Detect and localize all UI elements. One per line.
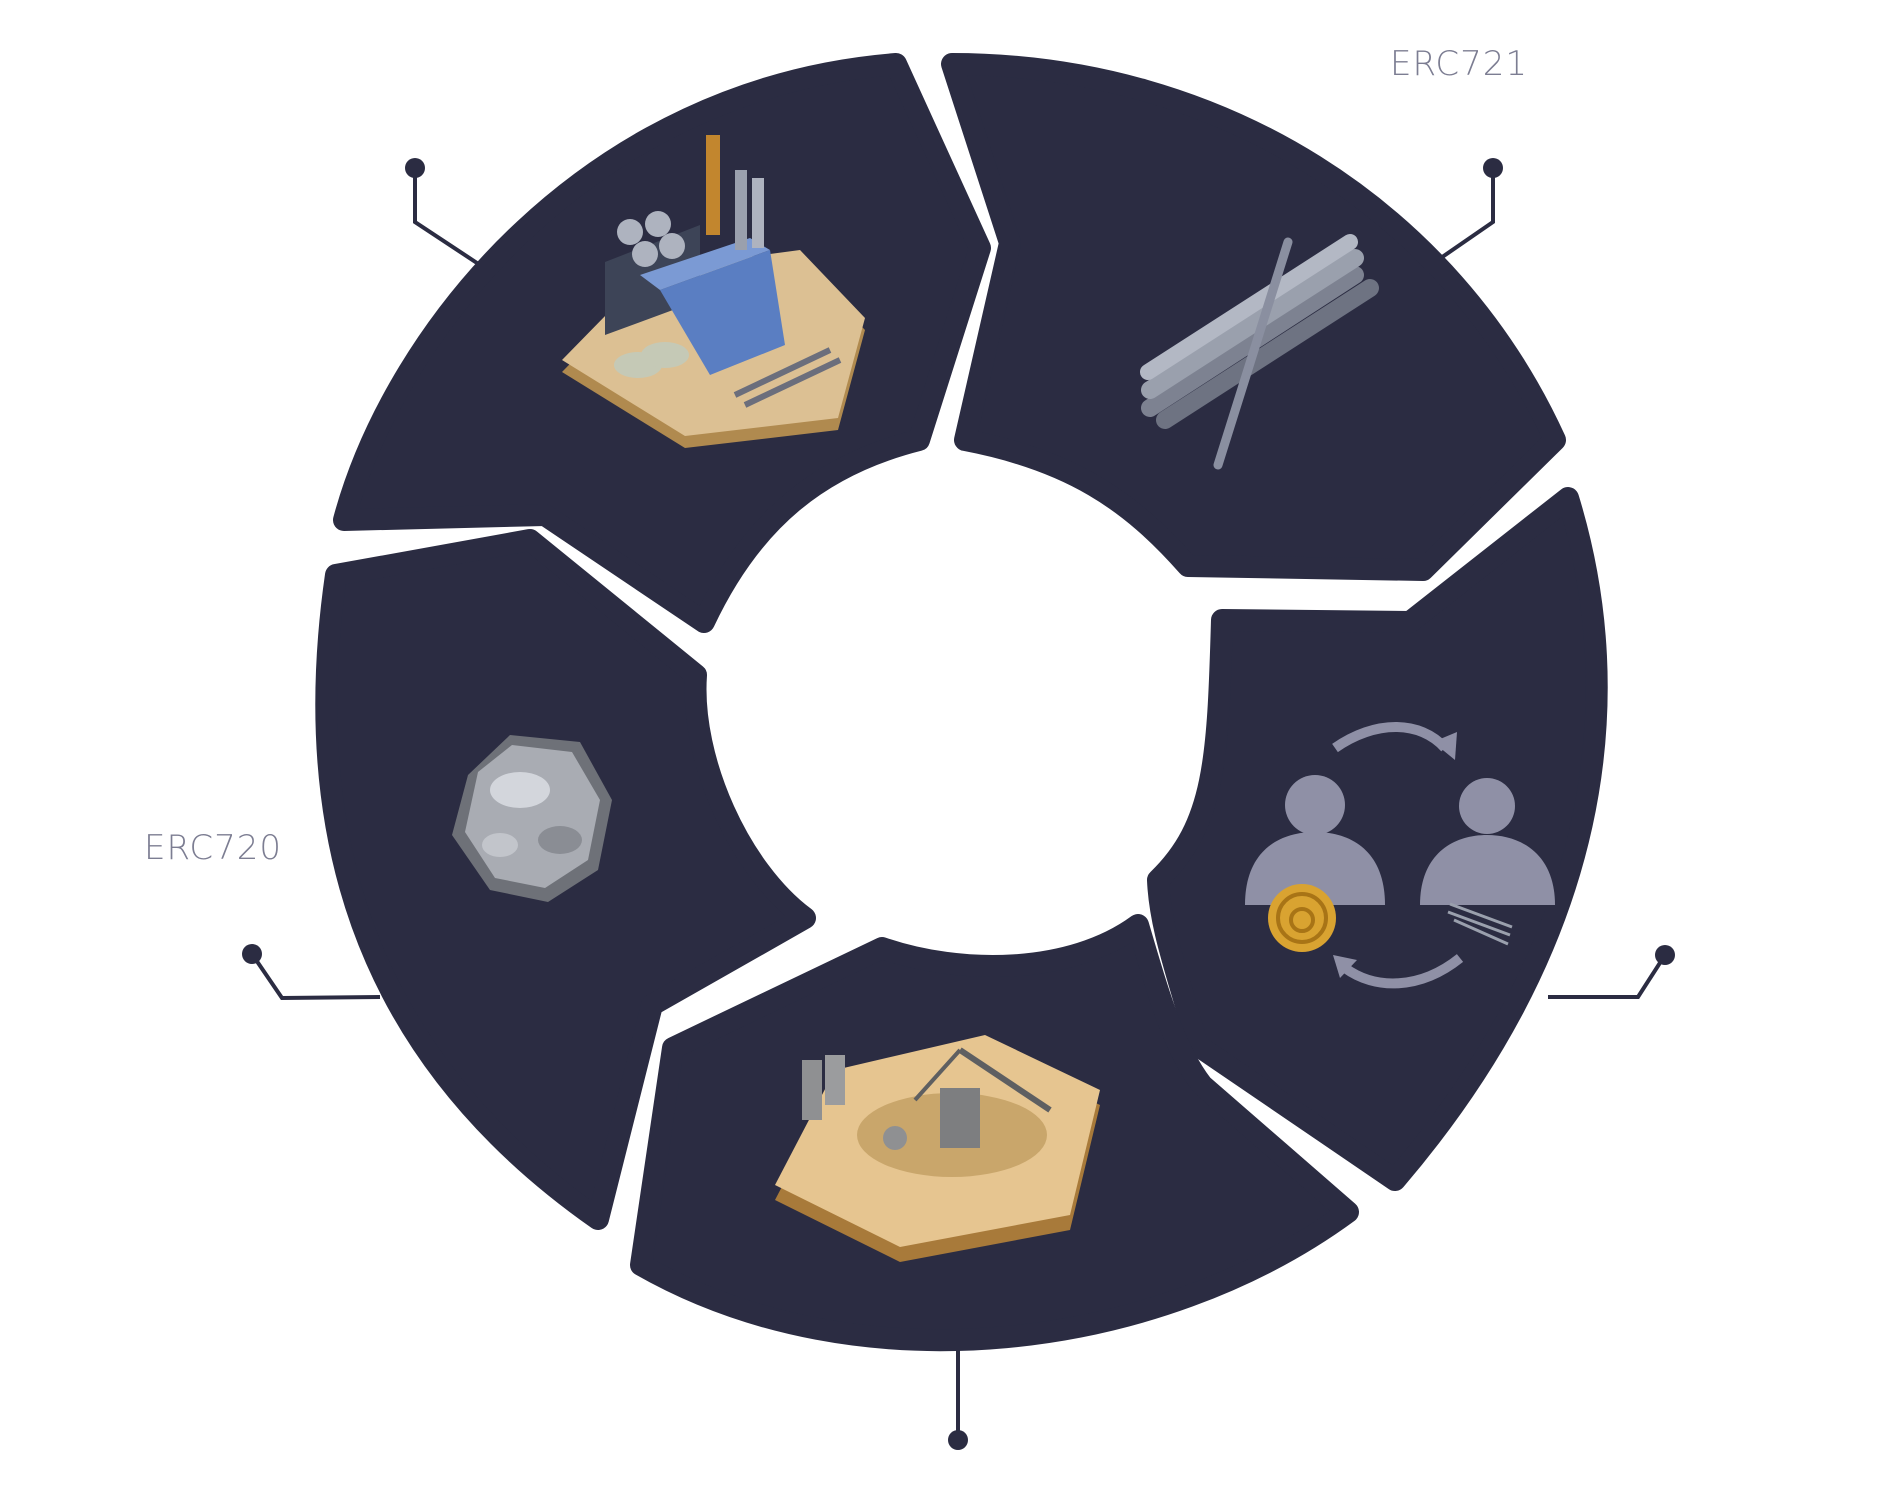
connector-trade [1548,945,1675,999]
ore-rock-icon [452,735,612,902]
factory-icon [562,135,865,448]
metal-rods-icon [1140,234,1379,470]
mine-pit-icon [775,1035,1100,1262]
segment-trade [1147,487,1608,1191]
erc721-label: ERC721 [1390,44,1529,84]
connector-metal-rods [1433,158,1503,264]
connector-factory [405,158,482,267]
person-right-icon [1420,778,1555,905]
small-rods-icon [1447,902,1513,946]
person-left-icon [1245,775,1385,905]
connector-ore [242,944,381,1001]
erc720-label: ERC720 [144,828,283,868]
connector-mine [948,1350,968,1450]
coin-icon [1268,884,1336,952]
connectors [242,158,1675,1450]
trade-exchange-icon [1245,722,1555,989]
